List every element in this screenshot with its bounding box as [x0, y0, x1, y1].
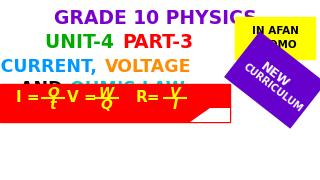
Text: CURRICULUM: CURRICULUM [242, 62, 305, 114]
FancyBboxPatch shape [0, 84, 230, 122]
Text: IN AFAN
OROMO: IN AFAN OROMO [252, 26, 299, 50]
Text: Q: Q [100, 98, 112, 112]
Text: GRADE 10 PHYSICS: GRADE 10 PHYSICS [54, 8, 256, 28]
Text: V: V [170, 86, 180, 100]
Text: AND: AND [20, 80, 68, 98]
Text: t: t [50, 98, 56, 112]
Text: Q: Q [47, 86, 59, 100]
Text: NEW: NEW [258, 60, 292, 90]
Text: W: W [98, 86, 114, 100]
FancyBboxPatch shape [235, 17, 315, 59]
Text: R=: R= [136, 91, 160, 105]
Text: 4.8 CURRENT,: 4.8 CURRENT, [0, 58, 103, 76]
Text: I: I [172, 98, 178, 112]
Text: PART-3: PART-3 [122, 33, 193, 53]
Text: UNIT-4: UNIT-4 [44, 33, 120, 53]
Polygon shape [190, 108, 230, 122]
Text: VOLTAGE: VOLTAGE [105, 58, 191, 76]
Text: I =: I = [16, 91, 40, 105]
Text: OHM’S LAW: OHM’S LAW [70, 80, 185, 98]
Polygon shape [224, 31, 320, 129]
Text: V =: V = [67, 91, 97, 105]
